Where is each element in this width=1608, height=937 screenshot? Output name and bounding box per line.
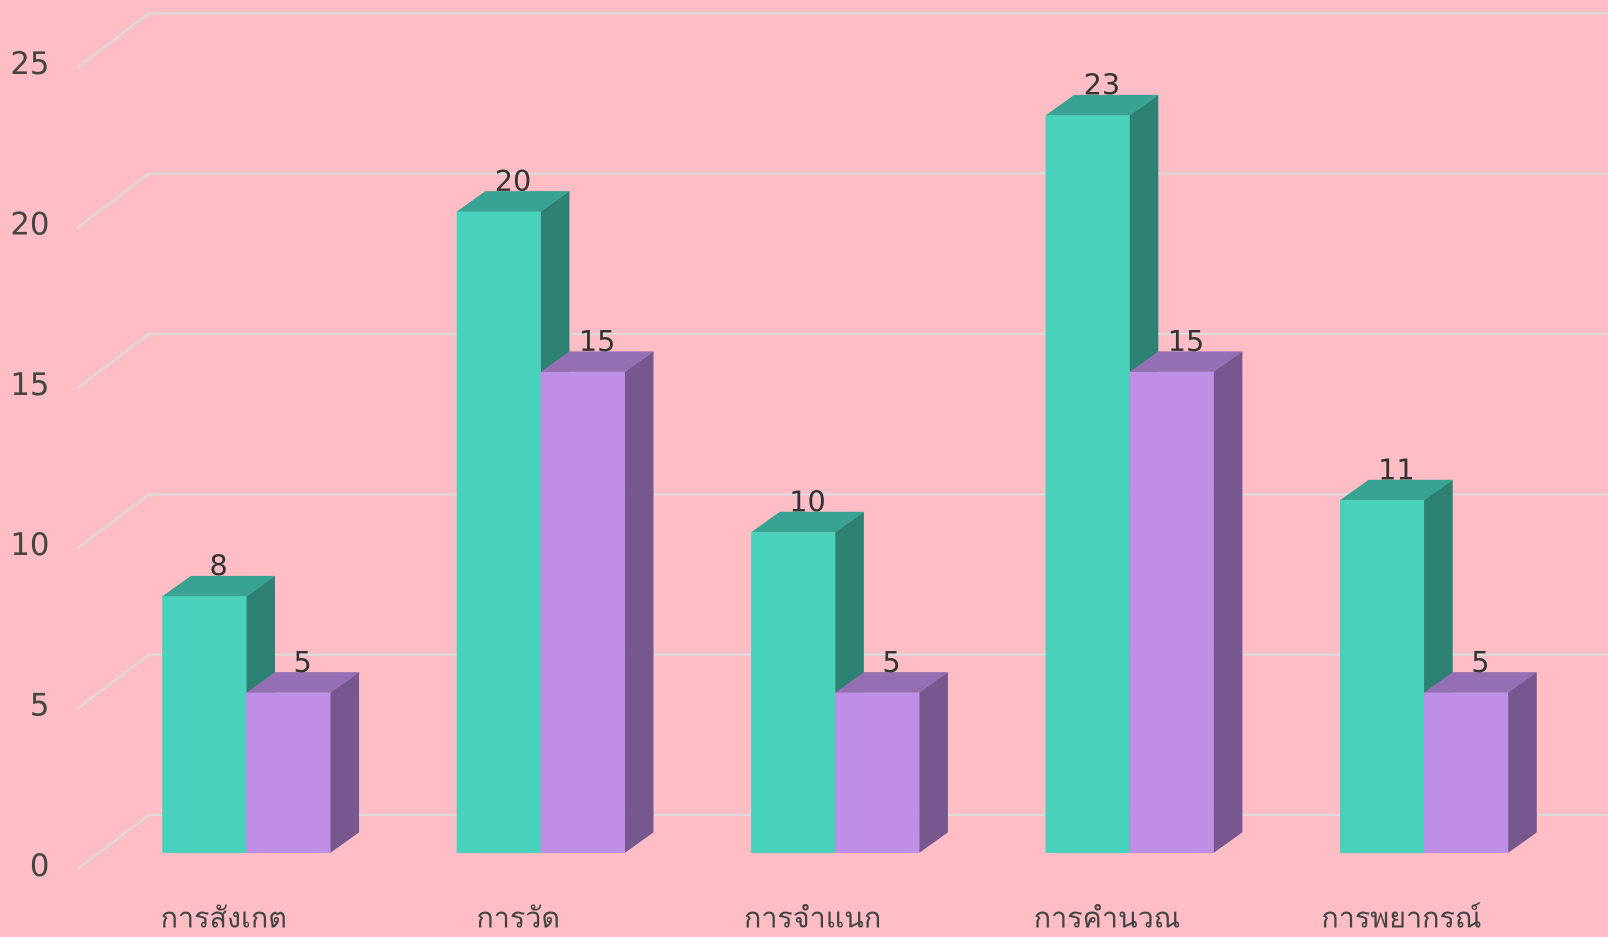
bar-top <box>751 511 864 533</box>
bar <box>1045 115 1130 853</box>
bar <box>835 692 920 853</box>
grid-line <box>76 12 1608 69</box>
data-label: 5 <box>882 645 900 679</box>
bar-top <box>456 191 570 212</box>
bar-top <box>835 672 948 693</box>
bar-side <box>330 672 360 853</box>
bar-side <box>919 672 948 853</box>
y-tick-label: 15 <box>10 367 49 403</box>
data-label: 10 <box>789 485 826 519</box>
bar-side <box>1213 351 1243 853</box>
data-label: 15 <box>1168 324 1205 358</box>
bar-top <box>1129 351 1243 372</box>
data-label: 8 <box>209 549 227 583</box>
bar-top <box>1339 479 1453 501</box>
bar-top <box>540 351 654 372</box>
bar-side <box>624 351 654 853</box>
x-tick-label: การจำแนก <box>744 901 881 935</box>
data-label: 5 <box>1471 645 1489 679</box>
bar <box>1339 500 1425 853</box>
x-tick-label: การวัด <box>476 901 560 935</box>
y-tick-label: 0 <box>30 848 50 884</box>
bar-top <box>1045 94 1159 116</box>
bar-top <box>246 672 360 693</box>
y-tick-label: 20 <box>10 206 49 242</box>
y-tick-label: 10 <box>10 527 49 563</box>
y-tick-label: 25 <box>10 46 49 82</box>
bar <box>540 371 625 853</box>
data-label: 15 <box>579 324 616 358</box>
bar <box>456 211 541 853</box>
bar-top <box>1424 672 1537 693</box>
data-label: 11 <box>1378 452 1415 486</box>
data-label: 20 <box>495 164 532 198</box>
data-label: 23 <box>1084 68 1121 102</box>
bar-top <box>162 575 276 597</box>
x-tick-label: การสังเกต <box>161 901 287 935</box>
bar <box>246 692 331 853</box>
bar-side <box>1508 672 1537 853</box>
bar <box>1129 371 1214 853</box>
x-tick-label: การคำนวณ <box>1034 901 1181 935</box>
bar <box>751 532 836 853</box>
bar <box>1424 692 1509 853</box>
y-tick-label: 5 <box>30 687 50 723</box>
x-tick-label: การพยากรณ์ <box>1321 901 1481 935</box>
bar <box>162 596 247 853</box>
data-label: 5 <box>294 645 312 679</box>
